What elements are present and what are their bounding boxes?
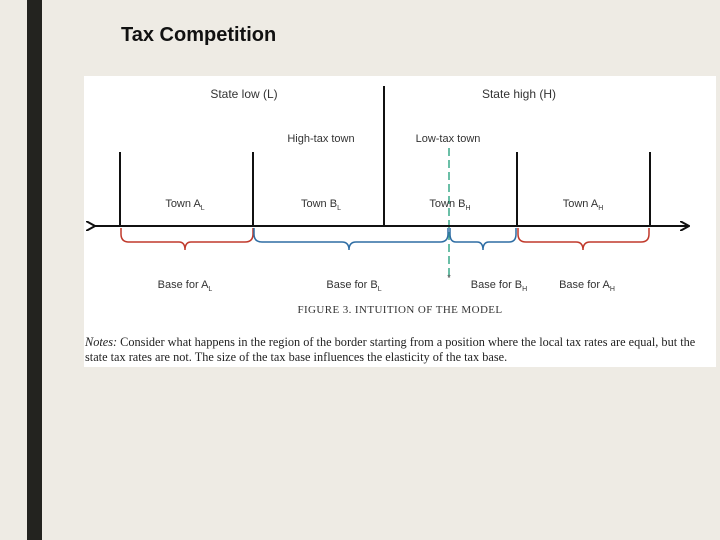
base-ah-label: Base for AH: [559, 279, 615, 293]
town-al-label: Town AL: [165, 198, 204, 212]
figure-panel: State low (L) State high (H) High-tax to…: [84, 76, 716, 367]
base-bl-label: Base for BL: [326, 279, 381, 293]
brace-base-ah: [517, 228, 650, 251]
figure-notes: Notes: Consider what happens in the regi…: [85, 335, 715, 365]
slide-title: Tax Competition: [121, 24, 277, 46]
low-tax-town-label: Low-tax town: [416, 133, 481, 145]
base-al-label: Base for AL: [158, 279, 213, 293]
town-bl-label: Town BL: [301, 198, 341, 212]
figure-caption: FIGURE 3. INTUITION OF THE MODEL: [297, 304, 503, 316]
high-tax-town-label: High-tax town: [287, 133, 354, 145]
notes-label: Notes:: [85, 335, 118, 349]
brace-base-bl: [253, 228, 449, 251]
brace-base-al: [120, 228, 254, 251]
model-diagram: State low (L) State high (H) High-tax to…: [84, 86, 716, 293]
base-bh-label: Base for BH: [471, 279, 527, 293]
notes-text: Consider what happens in the region of t…: [85, 335, 696, 364]
town-bh-label: Town BH: [429, 198, 470, 212]
border-marker: *: [447, 273, 451, 283]
brace-base-bh: [449, 228, 517, 251]
town-ah-label: Town AH: [563, 198, 604, 212]
state-low-label: State low (L): [210, 87, 277, 101]
state-high-label: State high (H): [482, 87, 556, 101]
slide-accent-bar: [27, 0, 42, 540]
